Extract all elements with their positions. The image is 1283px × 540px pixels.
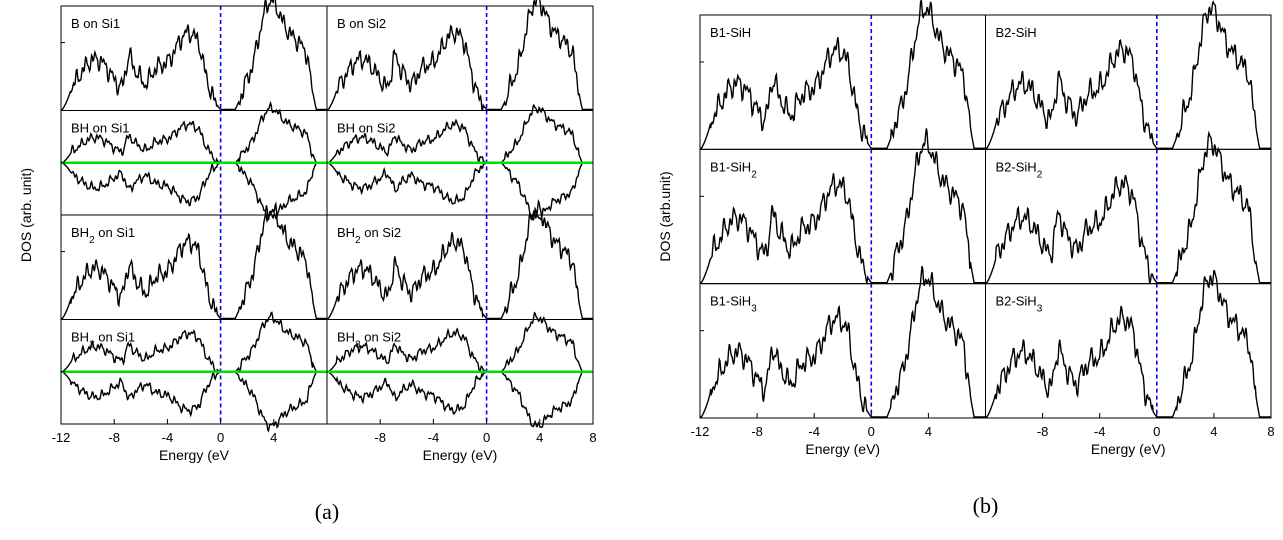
panel-label: B2-SiH: [996, 25, 1037, 40]
dos-panel: BH3 on Si2: [326, 311, 594, 429]
panel-label: B on Si1: [71, 16, 120, 31]
x-tick-label: -12: [52, 430, 71, 445]
dos-panel: B1-SiH2: [699, 128, 986, 286]
x-tick-label: 0: [868, 424, 875, 439]
dos-panel: B2-SiH2: [985, 130, 1272, 285]
dos-panel: B2-SiH: [985, 0, 1272, 150]
dos-curve: [985, 269, 1271, 418]
dos-curve: [327, 199, 593, 320]
dos-curve-spin-up: [61, 311, 327, 374]
dos-curve-spin-down: [327, 371, 593, 429]
dos-curve: [700, 266, 986, 418]
panel-label: B1-SiH3: [710, 294, 757, 315]
panel-label: BH2 on Si2: [337, 225, 401, 246]
dos-curve: [700, 0, 986, 149]
panel-label: BH2 on Si1: [71, 225, 135, 246]
panel-frame: [985, 283, 1272, 419]
x-tick-label: 4: [1210, 424, 1217, 439]
dos-curve: [985, 130, 1271, 285]
x-tick-label: 0: [217, 430, 224, 445]
x-tick-label: -8: [108, 430, 120, 445]
dos-curve-spin-up: [61, 100, 327, 164]
panel-label: BH3 on Si2: [337, 330, 401, 351]
dos-panel: B1-SiH3: [699, 266, 986, 419]
x-tick-label: 0: [1153, 424, 1160, 439]
dos-panel: B on Si1: [60, 0, 328, 111]
x-tick-label: 4: [536, 430, 543, 445]
panel-label: BH3 on Si1: [71, 330, 135, 351]
figure-caption: (a): [315, 499, 339, 524]
dos-panel: BH on Si2: [326, 103, 594, 222]
dos-curve: [61, 201, 327, 320]
panel-frame: [326, 319, 594, 425]
x-axis-label: Energy (eV): [805, 441, 880, 457]
dos-panel: B2-SiH3: [985, 269, 1272, 419]
x-axis-label: Energy (eV: [159, 447, 230, 463]
dos-curve-spin-down: [61, 370, 327, 433]
dos-panel: BH3 on Si1: [60, 311, 328, 433]
dos-panel: BH2 on Si1: [60, 201, 328, 320]
x-tick-label: 8: [589, 430, 596, 445]
dos-curve-spin-down: [61, 162, 327, 223]
dos-panel: BH2 on Si2: [326, 199, 594, 320]
dos-curve: [985, 0, 1271, 149]
panel-label: B2-SiH3: [996, 294, 1043, 315]
figure-caption: (b): [973, 493, 999, 518]
panel-label: B1-SiH2: [710, 159, 757, 180]
x-tick-label: -8: [374, 430, 386, 445]
x-axis-label: Energy (eV): [1091, 441, 1166, 457]
x-tick-label: -4: [428, 430, 440, 445]
dos-panel: B1-SiH: [699, 0, 986, 150]
y-axis-label: DOS (arb. unit): [18, 168, 34, 262]
dos-curve-spin-down: [327, 162, 593, 222]
x-tick-label: 0: [483, 430, 490, 445]
y-axis-label: DOS (arb.unit): [657, 171, 673, 261]
dos-curve-spin-up: [327, 311, 593, 373]
dos-panel: B on Si2: [326, 0, 594, 111]
panel-label: B1-SiH: [710, 25, 751, 40]
panel-label: B2-SiH2: [996, 159, 1043, 180]
panel-label: B on Si2: [337, 16, 386, 31]
figure-b: B1-SiH B2-SiH B1-SiH2 B2-SiH2 B1-SiH3 B2-SiH3…: [657, 0, 1275, 518]
x-axis-label: Energy (eV): [423, 447, 498, 463]
dos-panel: BH on Si1: [60, 100, 328, 223]
dos-curve: [61, 0, 327, 111]
figure-a: B on Si1 B on Si2 BH on Si1 BH on Si2 BH2 on…: [18, 0, 597, 524]
dos-curve: [700, 128, 986, 286]
x-tick-label: -8: [1037, 424, 1049, 439]
x-tick-label: -8: [751, 424, 763, 439]
x-tick-label: -4: [1094, 424, 1106, 439]
x-tick-label: -12: [691, 424, 710, 439]
x-tick-label: 8: [1267, 424, 1274, 439]
dos-curve-spin-up: [327, 103, 593, 165]
x-tick-label: 4: [270, 430, 277, 445]
x-tick-label: -4: [808, 424, 820, 439]
panel-label: BH on Si1: [71, 121, 130, 136]
panel-label: BH on Si2: [337, 121, 396, 136]
dos-curve: [327, 0, 593, 111]
x-tick-label: -4: [162, 430, 174, 445]
x-tick-label: 4: [925, 424, 932, 439]
